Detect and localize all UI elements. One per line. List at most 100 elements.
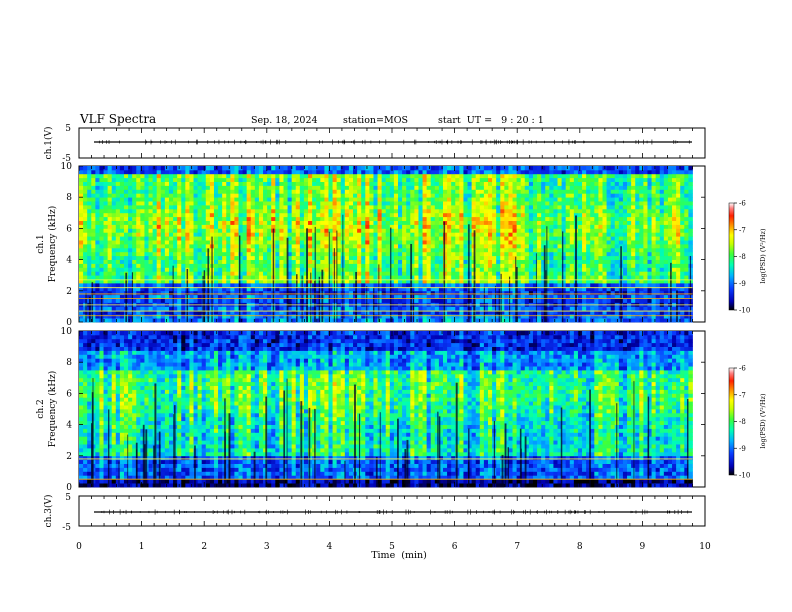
spectrogram-cell: [230, 271, 235, 276]
spectrogram-cell: [426, 294, 432, 299]
spectrogram-cell: [316, 259, 321, 264]
spectrogram-cell: [487, 224, 493, 229]
spectrogram-cell: [201, 259, 207, 264]
spectrogram-cell: [140, 193, 145, 198]
spectrogram-cell: [177, 306, 182, 311]
spectrogram-cell: [181, 216, 186, 221]
spectrogram-cell: [479, 224, 485, 229]
spectrogram-cell: [258, 286, 264, 292]
spectrogram-cell: [291, 318, 297, 323]
spectrogram-cell: [516, 294, 522, 299]
spectrogram-cell: [381, 263, 387, 268]
spectrogram-cell: [316, 283, 321, 288]
spectrogram-cell: [222, 216, 227, 221]
spectrogram-cell: [156, 236, 162, 241]
spectrogram-cell: [119, 193, 125, 198]
spectrogram-cell: [479, 267, 485, 272]
spectrogram-cell: [312, 228, 317, 233]
spectrogram-cell: [316, 212, 321, 218]
spectrogram-cell: [299, 228, 305, 233]
spectrogram-cell: [353, 236, 358, 241]
spectrogram-cell: [267, 197, 272, 202]
spectrogram-cell: [181, 318, 186, 323]
spectrogram-cell: [148, 232, 154, 237]
spectrogram-cell: [213, 232, 219, 237]
spectrogram-cell: [320, 197, 325, 202]
spectrogram-cell: [545, 224, 550, 229]
spectrogram-cell: [516, 271, 522, 276]
spectrogram-cell: [316, 244, 321, 249]
spectrogram-cell: [393, 267, 399, 272]
spectrogram-cell: [508, 286, 513, 292]
spectrogram-cell: [205, 240, 211, 245]
spectrogram-cell: [459, 185, 464, 190]
spectrogram-cell: [479, 279, 485, 284]
spectrogram-cell: [144, 244, 149, 249]
spectrogram-cell: [164, 228, 170, 233]
spectrogram-cell: [426, 201, 432, 206]
spectrogram-cell: [197, 220, 203, 225]
spectrogram-cell: [524, 259, 530, 264]
spectrogram-cell: [340, 185, 346, 190]
spectrogram-cell: [414, 267, 419, 272]
spectrogram-cell: [336, 166, 342, 171]
spectrogram-cell: [422, 212, 428, 218]
spectrogram-cell: [545, 290, 550, 296]
spectrogram-cell: [152, 208, 158, 214]
spectrogram-cell: [218, 294, 223, 299]
spectrogram-cell: [128, 181, 133, 186]
spectrogram-cell: [234, 240, 239, 245]
spectrogram-cell: [402, 290, 407, 296]
spectrogram-cell: [283, 216, 288, 221]
spectrogram-cell: [332, 205, 338, 210]
spectrogram-cell: [91, 212, 96, 218]
spectrogram-cell: [132, 318, 137, 323]
spectrogram-cell: [128, 232, 133, 237]
spectrogram-cell: [144, 216, 149, 221]
spectrogram-cell: [447, 173, 452, 179]
spectrogram-cell: [418, 275, 423, 280]
spectrogram-cell: [308, 189, 313, 194]
spectrogram-cell: [275, 290, 280, 296]
spectrogram-cell: [344, 189, 350, 194]
spectrogram-cell: [87, 177, 92, 182]
spectrogram-cell: [173, 208, 178, 214]
spectrogram-cell: [443, 314, 448, 319]
spectrogram-cell: [402, 263, 407, 268]
spectrogram-cell: [173, 189, 178, 194]
spectrogram-cell: [541, 259, 546, 264]
spectrogram-cell: [295, 263, 301, 268]
spectrogram-cell: [553, 201, 558, 206]
spectrogram-cell: [103, 310, 109, 315]
spectrogram-cell: [487, 189, 493, 194]
spectrogram-cell: [99, 236, 104, 241]
spectrogram-cell: [483, 212, 489, 218]
spectrogram-cell: [344, 259, 350, 264]
spectrogram-cell: [487, 185, 493, 190]
spectrogram-cell: [455, 173, 460, 179]
spectrogram-cell: [164, 177, 170, 182]
spectrogram-cell: [422, 189, 428, 194]
spectrogram-cell: [275, 173, 280, 179]
spectrogram-cell: [226, 314, 231, 319]
spectrogram-cell: [168, 267, 174, 272]
spectrogram-cell: [479, 290, 485, 296]
spectrogram-cell: [504, 224, 509, 229]
spectrogram-cell: [545, 228, 550, 233]
spectrogram-cell: [189, 286, 194, 292]
spectrogram-cell: [87, 189, 92, 194]
spectrogram-cell: [299, 216, 305, 221]
spectrogram-cell: [373, 310, 378, 315]
spectrogram-cell: [230, 275, 235, 280]
spectrogram-cell: [79, 255, 84, 260]
spectrogram-cell: [328, 185, 333, 190]
spectrogram-cell: [283, 240, 288, 245]
spectrogram-cell: [173, 298, 178, 303]
spectrogram-cell: [496, 290, 501, 296]
spectrogram-cell: [115, 197, 121, 202]
spectrogram-cell: [438, 236, 444, 241]
spectrogram-cell: [422, 185, 428, 190]
spectrogram-cell: [312, 185, 317, 190]
spectrogram-cell: [287, 185, 293, 190]
spectrogram-cell: [197, 318, 203, 323]
